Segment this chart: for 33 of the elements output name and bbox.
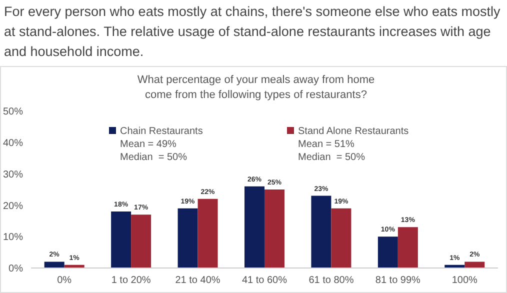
annotation: Mean = 49% [119, 138, 178, 151]
x-tick-label: 1 to 20% [111, 275, 151, 286]
annotation: Median = 50% [297, 151, 366, 164]
bar [198, 198, 218, 268]
chart-subtitle: What percentage of your meals away from home come from the following types of restaurants? [136, 73, 376, 103]
x-tick-label: 41 to 60% [242, 275, 288, 286]
y-tick-label: 0% [8, 264, 24, 275]
bar [311, 196, 332, 268]
bar [131, 214, 152, 268]
x-tick-label: 61 to 80% [308, 275, 354, 286]
x-tick-label: 21 to 40% [175, 275, 220, 286]
y-tick-label: 20% [2, 200, 24, 212]
y-tick-label: 50% [2, 106, 24, 118]
x-tick-label: 100% [452, 275, 478, 286]
x-tick-label: 81 to 99% [375, 275, 421, 286]
y-tick-label: 30% [2, 169, 24, 180]
bar [111, 211, 132, 268]
bar [378, 236, 398, 268]
y-tick-label: 10% [2, 232, 24, 244]
chart-title: For every person who eats mostly at chains, there's someone else who eats mostly at stand-alones. The relative usage of stand-alone restaurants increases with age and household income. [4, 3, 502, 61]
y-tick-label: 40% [2, 138, 24, 149]
annotation: Median = 50% [119, 151, 188, 164]
bar [178, 208, 198, 268]
legend-label: Chain Restaurants [119, 125, 203, 138]
bar [44, 262, 64, 268]
bar [464, 262, 485, 268]
bar [398, 227, 418, 268]
bar [264, 190, 284, 268]
x-tick-label: 0% [57, 275, 72, 286]
bar [244, 186, 264, 268]
legend-label: Stand Alone Restaurants [297, 125, 409, 138]
bar [331, 208, 352, 268]
annotation: Mean = 51% [297, 138, 356, 151]
